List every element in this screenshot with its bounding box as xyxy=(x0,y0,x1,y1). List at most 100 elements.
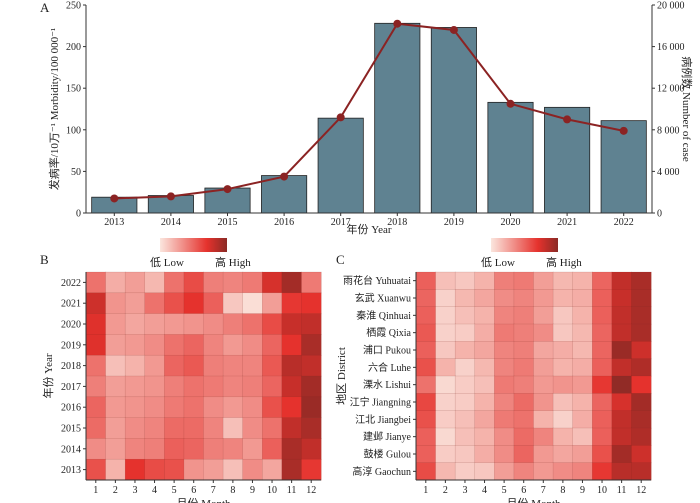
heatmap-cell xyxy=(435,427,456,446)
heatmap-cell xyxy=(301,271,322,294)
heatmap-cell xyxy=(494,462,515,481)
heatmap-cell xyxy=(203,334,224,356)
heatmap-cell xyxy=(454,462,476,481)
heatmap-cell xyxy=(572,289,593,308)
x-tick-label: 2022 xyxy=(614,217,634,228)
y-tick-label: 150 xyxy=(66,84,81,95)
heatmap-cell xyxy=(552,445,574,464)
heatmap-cell xyxy=(572,410,593,429)
heatmap-cell xyxy=(592,410,613,429)
heatmap-cell xyxy=(301,458,322,481)
heatmap-cell xyxy=(85,354,107,377)
case-point-2021 xyxy=(563,115,572,124)
heatmap-cell xyxy=(552,410,574,429)
heatmap-x-tick-label: 7 xyxy=(541,485,546,496)
heatmap-cell xyxy=(494,271,515,290)
heatmap-cell xyxy=(494,358,515,377)
heatmap-cell xyxy=(203,375,224,398)
heatmap-cell xyxy=(631,358,652,377)
case-count-line xyxy=(114,22,624,200)
x-tick-label: 2018 xyxy=(387,217,407,228)
heatmap-cell xyxy=(281,271,302,294)
heatmap-x-tick-label: 3 xyxy=(132,485,137,496)
heatmap-cell xyxy=(494,341,515,360)
panel-a-label: A xyxy=(40,0,50,15)
heatmap-y-tick-label: 江北 Jiangbei xyxy=(355,414,411,426)
case-point-2017 xyxy=(336,113,345,122)
heatmap-cell xyxy=(435,323,456,342)
heatmap-cell xyxy=(454,323,476,342)
heatmap-cell xyxy=(631,341,652,360)
case-point-2016 xyxy=(280,172,289,181)
heatmap-cell xyxy=(435,289,456,308)
heatmap-cell xyxy=(415,306,437,325)
heatmap-x-tick-label: 6 xyxy=(521,485,526,496)
case-point-2018 xyxy=(393,19,402,28)
heatmap-cell xyxy=(435,306,456,325)
heatmap-cell xyxy=(474,289,495,308)
heatmap-cell xyxy=(262,313,283,335)
heatmap-cell xyxy=(454,271,476,290)
heatmap-cell xyxy=(124,354,146,377)
heatmap-cell xyxy=(164,292,185,315)
heatmap-cell xyxy=(124,417,146,439)
heatmap-y-tick-label: 六合 Luhe xyxy=(368,361,412,374)
y-tick-label: 200 xyxy=(66,42,81,53)
heatmap-y-tick-label: 溧水 Lishui xyxy=(363,378,411,391)
heatmap-cell xyxy=(572,445,593,464)
heatmap-y-tick-label: 2016 xyxy=(61,403,81,414)
heatmap-cell xyxy=(415,410,437,429)
heatmap-cell xyxy=(552,427,574,446)
heatmap-cell xyxy=(435,410,456,429)
heatmap-cell xyxy=(533,323,554,342)
heatmap-cell xyxy=(85,375,107,398)
heatmap-cell xyxy=(533,393,554,412)
heatmap-cell xyxy=(183,292,205,315)
heatmap-cell xyxy=(242,458,263,481)
heatmap-y-tick-label: 2017 xyxy=(61,382,81,393)
y2-tick-label: 8 000 xyxy=(657,125,680,136)
heatmap-cell xyxy=(592,427,613,446)
heatmap-cell xyxy=(611,375,632,394)
heatmap-cell xyxy=(242,292,263,315)
heatmap-cell xyxy=(222,375,244,398)
heatmap-cell xyxy=(494,289,515,308)
heatmap-cell xyxy=(105,271,126,294)
heatmap-cell xyxy=(105,334,126,356)
heatmap-cell xyxy=(435,341,456,360)
heatmap-cell xyxy=(262,354,283,377)
heatmap-y-tick-label: 2020 xyxy=(61,320,81,331)
heatmap-cell xyxy=(183,458,205,481)
heatmap-cell xyxy=(454,427,476,446)
heatmap-cell xyxy=(144,292,165,315)
heatmap-cell xyxy=(203,438,224,460)
heatmap-cell xyxy=(474,375,495,394)
heatmap-cell xyxy=(474,323,495,342)
case-point-2020 xyxy=(506,99,515,108)
heatmap-cell xyxy=(415,427,437,446)
heatmap-x-tick-label: 1 xyxy=(93,485,98,496)
heatmap-cell xyxy=(301,313,322,335)
heatmap-cell xyxy=(262,417,283,439)
heatmap-cell xyxy=(242,271,263,294)
heatmap-cell xyxy=(242,313,263,335)
heatmap-cell xyxy=(105,354,126,377)
heatmap-y-axis-title: 年份 Year xyxy=(41,353,55,398)
heatmap-cell xyxy=(592,445,613,464)
heatmap-x-tick-label: 2 xyxy=(113,485,118,496)
heatmap-cell xyxy=(631,289,652,308)
heatmap-cell xyxy=(301,396,322,419)
heatmap-cell xyxy=(85,417,107,439)
heatmap-cell xyxy=(281,375,302,398)
heatmap-cell xyxy=(435,375,456,394)
heatmap-y-tick-label: 高淳 Gaochun xyxy=(352,465,411,478)
heatmap-cell xyxy=(164,438,185,460)
heatmap-cell xyxy=(513,271,535,290)
heatmap-cell xyxy=(533,358,554,377)
case-point-2015 xyxy=(223,185,232,194)
heatmap-cell xyxy=(222,271,244,294)
heatmap-cell xyxy=(222,438,244,460)
y2-tick-label: 0 xyxy=(657,209,662,220)
heatmap-cell xyxy=(183,438,205,460)
heatmap-x-tick-label: 4 xyxy=(482,485,487,496)
